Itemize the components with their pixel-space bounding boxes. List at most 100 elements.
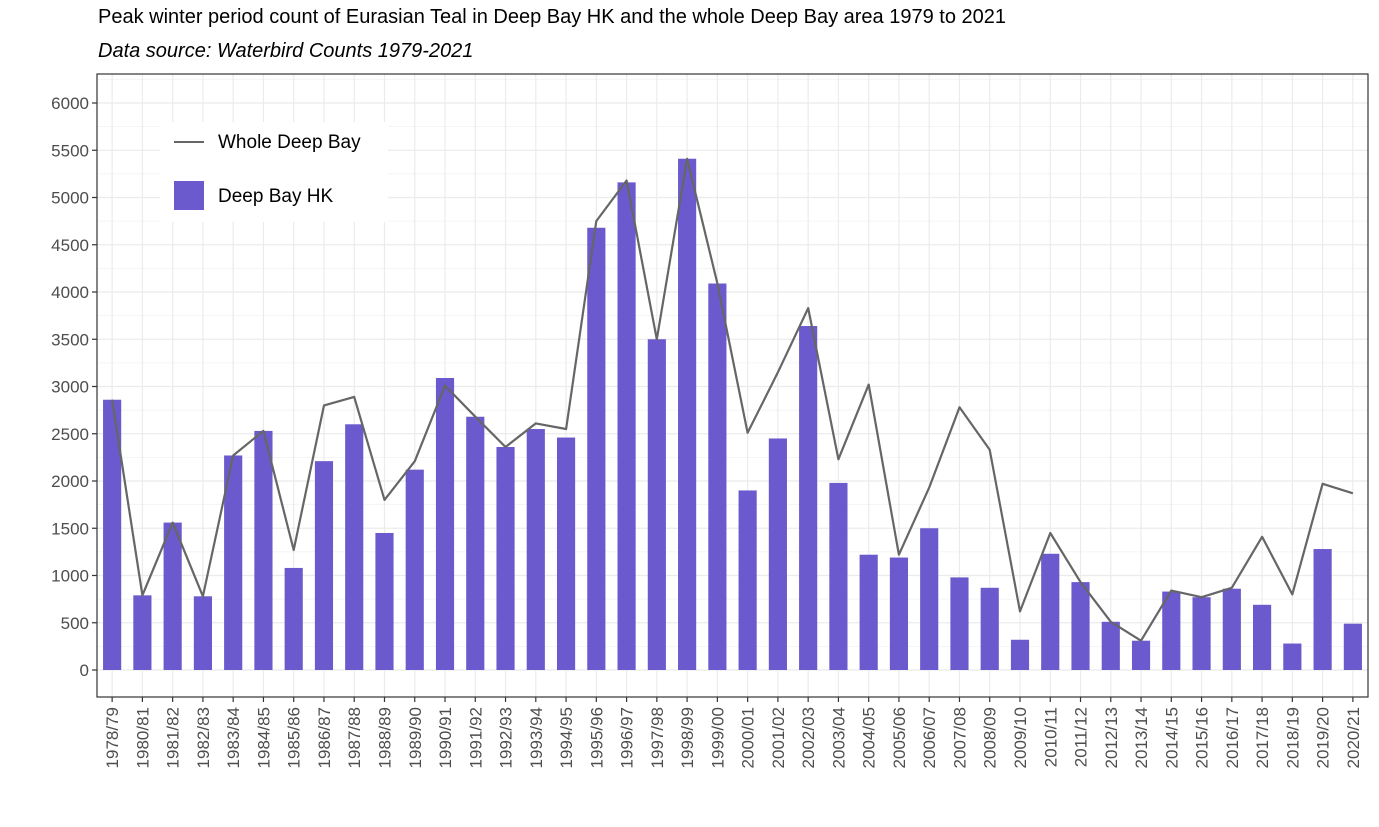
bar-deep-bay-hk: [738, 490, 757, 670]
x-tick-label: 1995/96: [587, 707, 606, 768]
y-tick-label: 5500: [51, 141, 89, 160]
x-tick-label: 2006/07: [920, 707, 939, 768]
y-tick-label: 5000: [51, 189, 89, 208]
x-tick-label: 1982/83: [194, 707, 213, 768]
bar-deep-bay-hk: [678, 158, 697, 670]
bar-deep-bay-hk: [284, 567, 303, 670]
y-tick-label: 3500: [51, 330, 89, 349]
bar-deep-bay-hk: [224, 455, 243, 670]
bar-deep-bay-hk: [435, 377, 455, 670]
bar-deep-bay-hk: [1162, 591, 1181, 670]
x-tick-label: 2008/09: [981, 707, 1000, 768]
bar-deep-bay-hk: [829, 482, 848, 670]
x-tick-label: 2013/14: [1132, 707, 1151, 768]
line-whole-deep-bay: [111, 157, 1354, 642]
bar-deep-bay-hk: [496, 446, 515, 670]
x-tick-label: 2009/10: [1011, 707, 1030, 768]
y-tick-label: 1500: [51, 519, 89, 538]
bar-deep-bay-hk: [103, 399, 122, 670]
x-tick-label: 2014/15: [1162, 707, 1181, 768]
bar-deep-bay-hk: [950, 577, 969, 670]
x-tick-label: 1985/86: [285, 707, 304, 768]
bar-deep-bay-hk: [1283, 643, 1302, 670]
x-tick-label: 2003/04: [829, 707, 848, 768]
bar-deep-bay-hk: [1192, 597, 1211, 670]
legend: Whole Deep Bay Deep Bay HK: [160, 122, 388, 222]
bar-deep-bay-hk: [859, 554, 878, 670]
x-tick-label: 1998/99: [678, 707, 697, 768]
bar-deep-bay-hk: [889, 557, 909, 670]
x-tick-label: 1997/98: [648, 707, 667, 768]
bar-deep-bay-hk: [375, 532, 394, 670]
bar-deep-bay-hk: [1041, 553, 1060, 670]
bar-deep-bay-hk: [466, 416, 485, 670]
y-tick-label: 0: [80, 661, 89, 680]
y-tick-label: 2500: [51, 425, 89, 444]
y-tick-label: 4500: [51, 236, 89, 255]
x-tick-label: 1990/91: [436, 707, 455, 768]
bar-deep-bay-hk: [1131, 640, 1151, 670]
x-tick-label: 2002/03: [799, 707, 818, 768]
bar-deep-bay-hk: [556, 437, 576, 670]
y-tick-label: 3000: [51, 378, 89, 397]
bar-deep-bay-hk: [1222, 588, 1241, 670]
bar-deep-bay-hk: [768, 438, 787, 670]
y-tick-label: 4000: [51, 283, 89, 302]
bar-deep-bay-hk: [526, 429, 545, 670]
bar-deep-bay-hk: [193, 596, 212, 670]
x-tick-label: 1980/81: [133, 707, 152, 768]
x-tick-label: 2005/06: [890, 707, 909, 768]
y-tick-label: 2000: [51, 472, 89, 491]
x-tick-label: 2019/20: [1314, 707, 1333, 768]
bar-deep-bay-hk: [254, 430, 273, 670]
y-tick-label: 1000: [51, 567, 89, 586]
x-tick-label: 1983/84: [224, 707, 243, 768]
chart-title: Peak winter period count of Eurasian Tea…: [98, 6, 1006, 28]
x-tick-label: 2011/12: [1072, 707, 1091, 767]
y-tick-label: 500: [61, 614, 89, 633]
x-tick-label: 1986/87: [315, 707, 334, 768]
bar-deep-bay-hk: [1253, 604, 1272, 670]
x-tick-label: 1981/82: [164, 707, 183, 768]
x-tick-label: 1999/00: [708, 707, 727, 768]
bar-deep-bay-hk: [708, 283, 727, 670]
bar-deep-bay-hk: [1343, 623, 1362, 670]
x-tick-label: 1989/90: [406, 707, 425, 768]
bar-deep-bay-hk: [345, 424, 364, 670]
x-tick-label: 2001/02: [769, 707, 788, 768]
x-tick-label: 1988/89: [375, 707, 394, 768]
x-tick-label: 2004/05: [860, 707, 879, 768]
bar-deep-bay-hk: [1313, 549, 1332, 670]
bar-deep-bay-hk: [1071, 582, 1090, 670]
x-tick-label: 2018/19: [1283, 707, 1302, 768]
bar-deep-bay-hk: [1010, 639, 1030, 670]
x-tick-label: 2020/21: [1344, 707, 1363, 768]
x-tick-label: 1991/92: [466, 707, 485, 768]
bar-deep-bay-hk: [1101, 621, 1120, 670]
x-tick-label: 1987/88: [345, 707, 364, 768]
bar-deep-bay-hk: [799, 326, 818, 670]
x-tick-label: 1992/93: [497, 707, 516, 768]
bar-deep-bay-hk: [314, 461, 334, 670]
x-tick-label: 1978/79: [103, 707, 122, 768]
x-tick-label: 2016/17: [1223, 707, 1242, 768]
bar-deep-bay-hk: [587, 227, 606, 671]
x-tick-label: 2000/01: [739, 707, 758, 768]
bar-deep-bay-hk: [163, 522, 182, 670]
x-tick-label: 1984/85: [254, 707, 273, 768]
bar-deep-bay-hk: [980, 587, 999, 670]
bar-deep-bay-hk: [920, 528, 939, 670]
legend-key-deep-bay-hk: [174, 181, 204, 210]
chart-subtitle: Data source: Waterbird Counts 1979-2021: [98, 40, 474, 62]
x-tick-label: 1993/94: [527, 707, 546, 768]
x-tick-label: 2007/08: [950, 707, 969, 768]
x-tick-label: 1996/97: [618, 707, 637, 768]
bar-deep-bay-hk: [647, 339, 666, 670]
bar-deep-bay-hk: [133, 595, 152, 670]
x-tick-label: 2017/18: [1253, 707, 1272, 768]
legend-label-whole-deep-bay: Whole Deep Bay: [218, 132, 361, 153]
x-tick-label: 2010/11: [1041, 707, 1060, 767]
y-tick-label: 6000: [51, 94, 89, 113]
legend-label-deep-bay-hk: Deep Bay HK: [218, 186, 333, 207]
